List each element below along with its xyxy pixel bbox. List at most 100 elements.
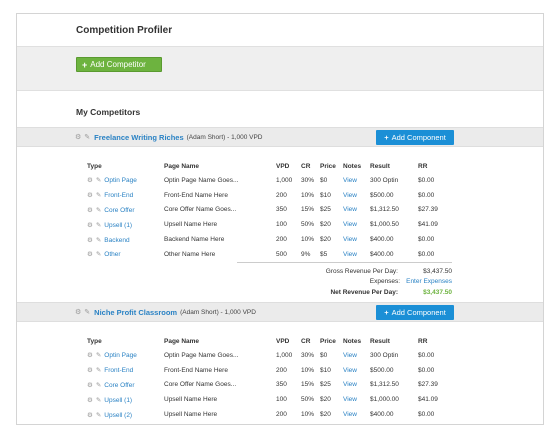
type-link[interactable]: Front-End [104, 192, 134, 200]
type-link[interactable]: Upsell (1) [104, 221, 133, 229]
rr-cell: $0.00 [418, 250, 435, 258]
gear-icon[interactable]: ⚙ [87, 411, 93, 419]
type-link[interactable]: Core Offer [104, 381, 135, 389]
type-link[interactable]: Front-End [104, 367, 134, 375]
view-notes-link[interactable]: View [343, 381, 357, 389]
page-name-cell: Upsell Name Here [164, 411, 218, 419]
table-row: ⚙ ✎ Backend Backend Name Here 200 10% $20 View $… [87, 232, 448, 247]
type-link[interactable]: Other [104, 251, 121, 259]
result-cell: $1,000.50 [370, 221, 399, 229]
gear-icon[interactable]: ⚙ [75, 309, 82, 316]
type-link[interactable]: Optin Page [104, 352, 137, 360]
notes-cell: View [343, 217, 370, 232]
price-cell: $25 [320, 381, 331, 389]
pencil-icon[interactable]: ✎ [95, 221, 102, 229]
result-cell: $500.00 [370, 191, 394, 199]
result-cell: $1,312.50 [370, 381, 399, 389]
competitor-name-link[interactable]: Freelance Writing Riches [94, 132, 184, 142]
page-name-cell: Front-End Name Here [164, 366, 228, 374]
view-notes-link[interactable]: View [343, 236, 357, 244]
add-competitor-bar: + Add Competitor [17, 47, 543, 91]
result-cell: $400.00 [370, 250, 394, 258]
pencil-icon[interactable]: ✎ [95, 192, 102, 200]
type-link[interactable]: Optin Page [104, 177, 137, 185]
view-notes-link[interactable]: View [343, 250, 357, 258]
cr-cell: 30% [301, 176, 315, 184]
pencil-icon[interactable]: ✎ [95, 411, 102, 419]
pencil-icon[interactable]: ✎ [84, 309, 91, 316]
pencil-icon[interactable]: ✎ [95, 381, 102, 389]
view-notes-link[interactable]: View [343, 396, 357, 404]
components-table-wrap: Type Page Name VPD CR Price Notes Result RR ⚙ ✎ Op… [17, 322, 543, 424]
gear-icon[interactable]: ⚙ [87, 367, 93, 375]
notes-cell: View [343, 378, 370, 393]
vpd-cell: 200 [276, 411, 287, 419]
row-type-cell: ⚙ ✎ Front-End [87, 363, 164, 378]
competitor-name-link[interactable]: Niche Profit Classroom [94, 307, 178, 317]
pencil-icon[interactable]: ✎ [95, 251, 102, 259]
type-link[interactable]: Upsell (2) [104, 411, 133, 419]
row-type-cell: ⚙ ✎ Front-End [87, 188, 164, 203]
view-notes-link[interactable]: View [343, 411, 357, 419]
add-component-button[interactable]: + Add Component [376, 130, 454, 145]
gross-revenue-value: $3,437.50 [423, 267, 452, 275]
rr-cell: $0.00 [418, 366, 435, 374]
view-notes-link[interactable]: View [343, 191, 357, 199]
enter-expenses-link[interactable]: Enter Expenses [406, 278, 452, 286]
pencil-icon[interactable]: ✎ [95, 367, 102, 375]
gear-icon[interactable]: ⚙ [87, 206, 93, 214]
page-name-cell: Backend Name Here [164, 236, 225, 244]
gear-icon[interactable]: ⚙ [75, 134, 82, 141]
rr-cell: $41.09 [418, 396, 438, 404]
column-header: CR [301, 162, 311, 170]
gear-icon[interactable]: ⚙ [87, 381, 93, 389]
table-row: ⚙✎Upsell (3)Upsell Name Here5009%$5View$… [87, 422, 448, 424]
result-cell: $1,000.00 [370, 396, 399, 404]
gear-icon[interactable]: ⚙ [87, 221, 93, 229]
type-link[interactable]: Upsell (1) [104, 396, 133, 404]
vpd-cell: 100 [276, 396, 287, 404]
add-component-button[interactable]: + Add Component [376, 305, 454, 320]
gear-icon[interactable]: ⚙ [87, 236, 93, 244]
cr-cell: 9% [301, 422, 320, 424]
gear-icon[interactable]: ⚙ [87, 352, 93, 360]
notes-cell: View [343, 203, 370, 218]
result-cell: $500.00 [370, 366, 394, 374]
view-notes-link[interactable]: View [343, 176, 357, 184]
view-notes-link[interactable]: View [343, 351, 357, 359]
pencil-icon[interactable]: ✎ [95, 352, 102, 360]
gear-icon[interactable]: ⚙ [87, 177, 93, 185]
gear-icon[interactable]: ⚙ [87, 192, 93, 200]
pencil-icon[interactable]: ✎ [84, 134, 91, 141]
type-link[interactable]: Core Offer [104, 206, 135, 214]
view-notes-link[interactable]: View [343, 221, 357, 229]
expenses-label: Expenses: [369, 278, 401, 286]
row-type-cell: ⚙ ✎ Other [87, 247, 164, 262]
pencil-icon[interactable]: ✎ [95, 177, 102, 185]
add-competitor-button[interactable]: + Add Competitor [76, 57, 162, 72]
rr-cell: $27.39 [418, 206, 438, 214]
result-cell: $1,312.50 [370, 206, 399, 214]
add-component-label: Add Component [391, 133, 446, 142]
pencil-icon[interactable]: ✎ [95, 236, 102, 244]
expenses-row: Expenses: Enter Expenses [237, 277, 452, 288]
view-notes-link[interactable]: View [343, 366, 357, 374]
pencil-icon[interactable]: ✎ [95, 396, 102, 404]
notes-cell: View [343, 188, 370, 203]
vpd-cell: 200 [276, 236, 287, 244]
vpd-cell: 500 [276, 422, 301, 424]
add-component-label: Add Component [391, 308, 446, 317]
rr-cell: $0.00 [418, 351, 435, 359]
type-link[interactable]: Backend [104, 236, 130, 244]
cr-cell: 50% [301, 396, 315, 404]
cr-cell: 10% [301, 236, 315, 244]
gear-icon[interactable]: ⚙ [87, 396, 93, 404]
components-table: Type Page Name VPD CR Price Notes Result RR ⚙ ✎ Op… [87, 159, 448, 262]
pencil-icon[interactable]: ✎ [95, 206, 102, 214]
cr-cell: 50% [301, 221, 315, 229]
row-type-cell: ⚙ ✎ Upsell (2) [87, 407, 164, 422]
view-notes-link[interactable]: View [343, 206, 357, 214]
title-bar: Competition Profiler [17, 14, 543, 47]
plus-icon: + [82, 59, 88, 70]
gear-icon[interactable]: ⚙ [87, 251, 93, 259]
